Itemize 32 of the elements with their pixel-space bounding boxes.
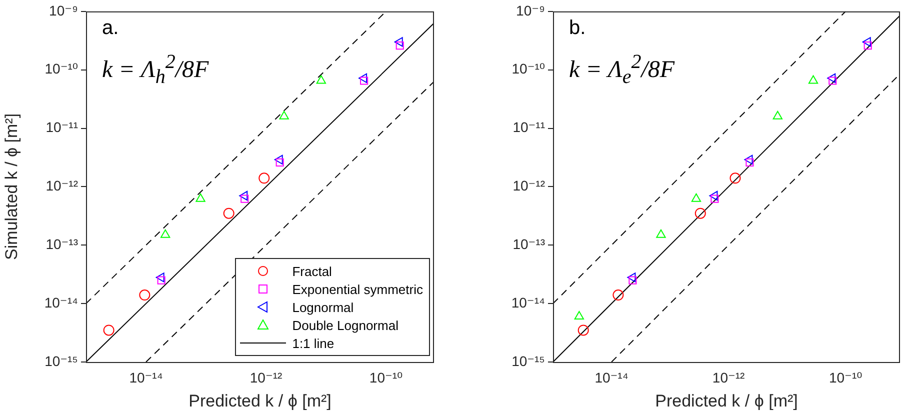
y-tick-label: 10⁻¹³: [46, 236, 78, 252]
y-tick-label: 10⁻¹⁵: [512, 352, 545, 369]
annotation: k = Λ$_{h}$$^{2}$/8F: [102, 51, 209, 90]
y-tick-label: 10⁻¹⁵: [44, 352, 78, 369]
annotation: k = Λ$_{e}$$^{2}$/8F: [569, 51, 675, 90]
y-tick-label: 10⁻¹¹: [512, 119, 546, 136]
x-tick-label: 10⁻¹⁰: [828, 369, 863, 386]
x-tick-label: 10⁻¹²: [250, 369, 282, 386]
x-tick-label: 10⁻¹⁴: [129, 369, 163, 386]
y-tick-label: 10⁻¹⁰: [44, 60, 78, 77]
legend-label: Fractal: [292, 264, 332, 278]
annotation: a.: [102, 17, 119, 40]
legend-label: Lognormal: [292, 300, 354, 314]
x-tick-label: 10⁻¹²: [712, 369, 746, 386]
y-tick-label: 10⁻¹²: [46, 178, 78, 194]
y-tick-label: 10⁻¹⁴: [44, 294, 78, 310]
y-axis-title: Simulated k / ϕ [m²]: [2, 113, 21, 260]
y-tick-label: 10⁻¹⁰: [512, 60, 546, 77]
y-tick-label: 10⁻¹¹: [46, 119, 78, 136]
x-axis-title: Predicted k / ϕ [m²]: [188, 391, 332, 410]
x-tick-label: 10⁻¹⁴: [594, 369, 628, 386]
legend-label: 1:1 line: [292, 336, 334, 350]
x-axis-title: Predicted k / ϕ [m²]: [655, 391, 798, 410]
y-tick-label: 10⁻⁹: [49, 2, 78, 18]
y-tick-label: 10⁻¹³: [512, 236, 546, 252]
annotation: b.: [569, 17, 586, 40]
x-tick-label: 10⁻¹⁰: [369, 369, 404, 386]
y-tick-label: 10⁻¹²: [512, 178, 546, 194]
y-tick-label: 10⁻⁹: [516, 2, 545, 18]
legend-label: Double Lognormal: [292, 318, 398, 332]
y-tick-label: 10⁻¹⁴: [511, 294, 545, 310]
legend-label: Exponential symmetric: [292, 282, 423, 296]
